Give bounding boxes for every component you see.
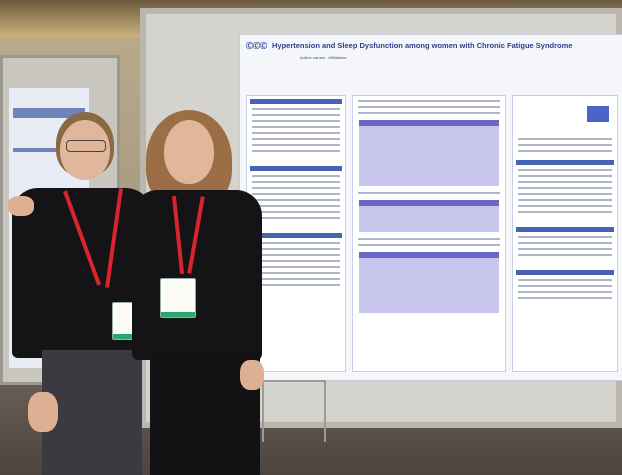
- poster-column-center: [352, 95, 506, 372]
- poster-table-1: [359, 120, 499, 186]
- arm-around-shoulder: [8, 196, 34, 216]
- poster-stand: [262, 380, 326, 442]
- poster-column-left: [246, 95, 346, 372]
- poster-authors: Author names · Affiliations: [300, 55, 347, 60]
- poster-logo: ⒸⒸⒸ: [246, 43, 267, 50]
- poster-title: Hypertension and Sleep Dysfunction among…: [272, 41, 573, 50]
- poster-table-3: [359, 252, 499, 313]
- face-right: [164, 120, 214, 184]
- poster-column-right: [512, 95, 618, 372]
- name-badge-right: [160, 278, 196, 318]
- research-poster: ⒸⒸⒸ Hypertension and Sleep Dysfunction a…: [240, 35, 622, 380]
- poster-table-2: [359, 200, 499, 232]
